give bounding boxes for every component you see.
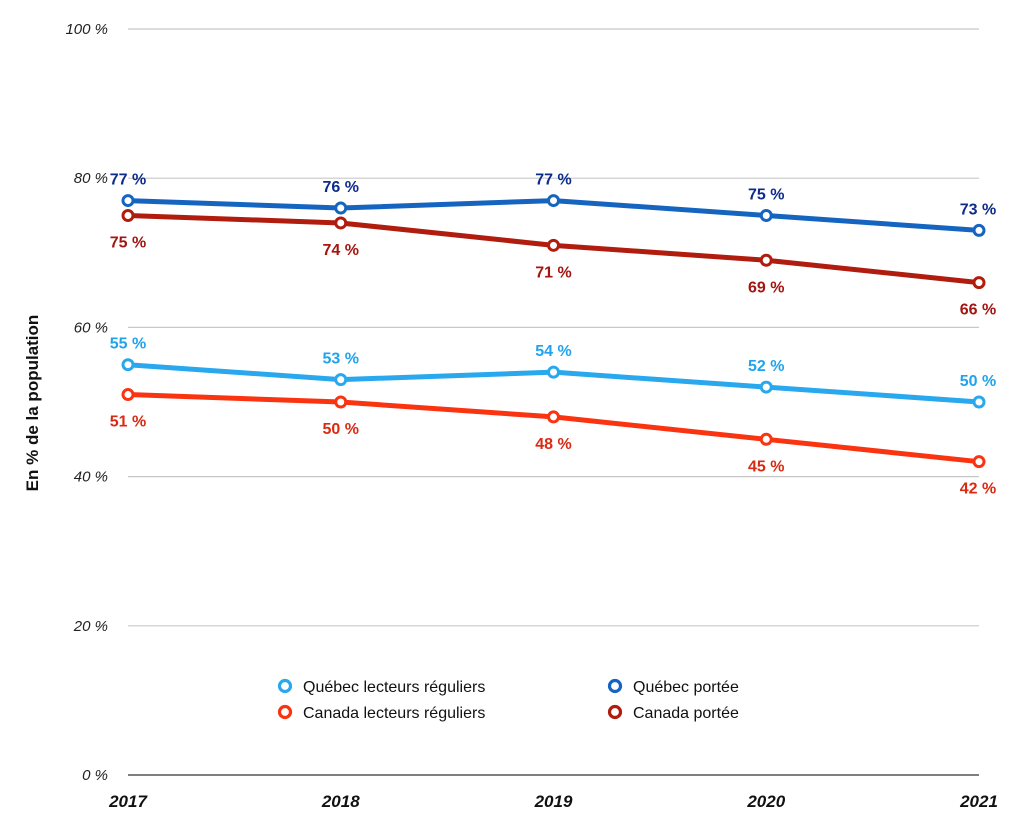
legend-item: Québec lecteurs réguliers (277, 678, 485, 696)
y-axis: 0 % 20 % 40 % 60 % 80 % 100 % (65, 21, 108, 784)
x-tick-label: 2020 (746, 792, 785, 811)
series-1: 75 % 74 % 71 % 69 % 66 % (110, 209, 996, 319)
x-axis: 2017 2018 2019 2020 2021 (108, 792, 998, 811)
data-label: 71 % (535, 264, 571, 281)
data-point (972, 276, 986, 290)
data-label: 55 % (110, 336, 146, 353)
data-label: 45 % (748, 458, 784, 475)
legend-marker (607, 678, 623, 694)
data-point (334, 216, 348, 230)
data-point (121, 388, 135, 402)
x-tick-label: 2018 (321, 792, 360, 811)
x-tick-label: 2019 (534, 792, 573, 811)
legend-label: Québec portée (633, 679, 739, 696)
data-label: 75 % (748, 187, 784, 204)
x-tick-label: 2017 (108, 792, 148, 811)
series-0: 77 % 76 % 77 % 75 % 73 % (110, 172, 996, 237)
data-point (759, 209, 773, 222)
data-label: 51 % (110, 414, 146, 431)
y-tick-label: 0 % (82, 767, 108, 784)
data-point (547, 194, 560, 208)
data-point (759, 432, 773, 446)
data-label: 77 % (110, 172, 146, 189)
data-point (759, 253, 773, 267)
data-point (759, 380, 773, 394)
data-label: 50 % (960, 373, 996, 390)
data-point (334, 395, 348, 409)
gridlines (128, 28, 979, 776)
data-label: 75 % (110, 235, 146, 252)
data-point (121, 209, 135, 222)
data-label: 66 % (960, 302, 996, 319)
data-label: 77 % (535, 172, 571, 189)
data-label: 52 % (748, 358, 784, 375)
y-tick-label: 100 % (65, 21, 108, 38)
y-tick-label: 40 % (74, 469, 108, 486)
legend-item: Canada portée (607, 704, 739, 722)
data-point (547, 365, 560, 379)
data-label: 69 % (748, 279, 784, 296)
legend: Québec lecteurs réguliers Québec portée Ca… (277, 678, 739, 722)
data-point (334, 373, 348, 387)
data-point (972, 455, 986, 469)
data-point (972, 395, 986, 409)
data-label: 53 % (323, 351, 359, 368)
series-group: 77 % 76 % 77 % 75 % 73 % 75 % 74 % 71 % 69 % 66 %… (110, 172, 996, 498)
legend-label: Canada portée (633, 705, 739, 722)
legend-marker (277, 704, 293, 720)
data-point (121, 194, 135, 208)
data-label: 74 % (323, 242, 359, 259)
data-label: 54 % (535, 343, 571, 360)
data-point (121, 358, 135, 372)
data-label: 48 % (535, 436, 571, 453)
series-2: 55 % 53 % 54 % 52 % 50 % (110, 336, 996, 409)
legend-label: Québec lecteurs réguliers (303, 679, 485, 696)
y-tick-label: 80 % (74, 170, 108, 187)
legend-item: Canada lecteurs réguliers (277, 704, 485, 722)
data-label: 42 % (960, 481, 996, 498)
legend-marker (277, 678, 293, 694)
data-label: 50 % (323, 421, 359, 438)
data-point (547, 410, 560, 424)
legend-marker (607, 704, 623, 720)
x-tick-label: 2021 (959, 792, 998, 811)
y-tick-label: 20 % (73, 618, 108, 635)
data-label: 76 % (323, 179, 359, 196)
legend-label: Canada lecteurs réguliers (303, 705, 485, 722)
data-point (334, 201, 348, 215)
data-point (547, 238, 560, 252)
data-point (972, 223, 986, 237)
legend-item: Québec portée (607, 678, 739, 696)
series-3: 51 % 50 % 48 % 45 % 42 % (110, 388, 996, 498)
y-axis-label: En % de la population (23, 315, 42, 492)
data-label: 73 % (960, 201, 996, 218)
y-tick-label: 60 % (74, 319, 108, 336)
